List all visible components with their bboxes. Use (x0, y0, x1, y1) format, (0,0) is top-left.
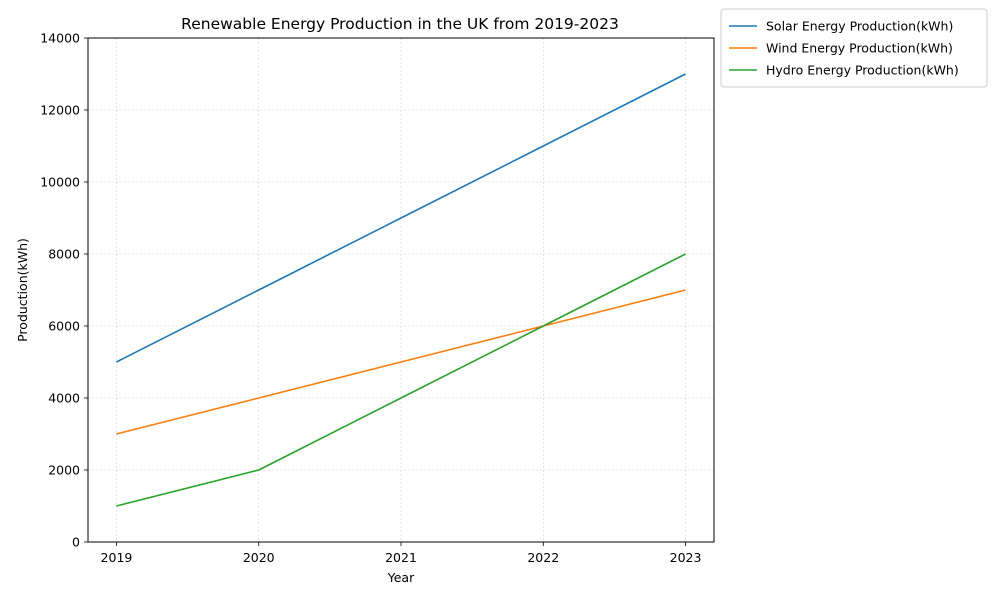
y-tick-label: 0 (72, 535, 80, 550)
y-axis-label: Production(kWh) (15, 238, 30, 342)
legend-label: Wind Energy Production(kWh) (766, 41, 953, 56)
x-axis-ticks: 2019 2020 2021 2022 2023 (101, 542, 702, 565)
x-tick-label: 2020 (243, 550, 275, 565)
series-lines (116, 73, 686, 507)
series-line-2 (116, 253, 686, 507)
y-tick-label: 12000 (40, 103, 80, 118)
x-tick-label: 2021 (385, 550, 417, 565)
legend-label: Solar Energy Production(kWh) (766, 19, 953, 34)
series-line-0 (116, 73, 686, 363)
y-tick-label: 10000 (40, 175, 80, 190)
y-tick-label: 2000 (48, 463, 80, 478)
legend-label: Hydro Energy Production(kWh) (766, 63, 959, 78)
y-axis-ticks: 0 2000 4000 6000 8000 10000 12000 14000 (40, 31, 88, 550)
legend: Solar Energy Production(kWh) Wind Energy … (720, 8, 988, 88)
series-line-1 (116, 289, 686, 435)
x-tick-label: 2023 (670, 550, 702, 565)
legend-box (720, 8, 988, 88)
x-axis-label: Year (387, 570, 415, 585)
x-tick-label: 2019 (101, 550, 133, 565)
y-tick-label: 14000 (40, 31, 80, 46)
y-tick-label: 8000 (48, 247, 80, 262)
y-tick-label: 6000 (48, 319, 80, 334)
grid (88, 37, 714, 543)
x-tick-label: 2022 (527, 550, 559, 565)
chart-title: Renewable Energy Production in the UK fr… (181, 15, 619, 33)
y-tick-label: 4000 (48, 391, 80, 406)
